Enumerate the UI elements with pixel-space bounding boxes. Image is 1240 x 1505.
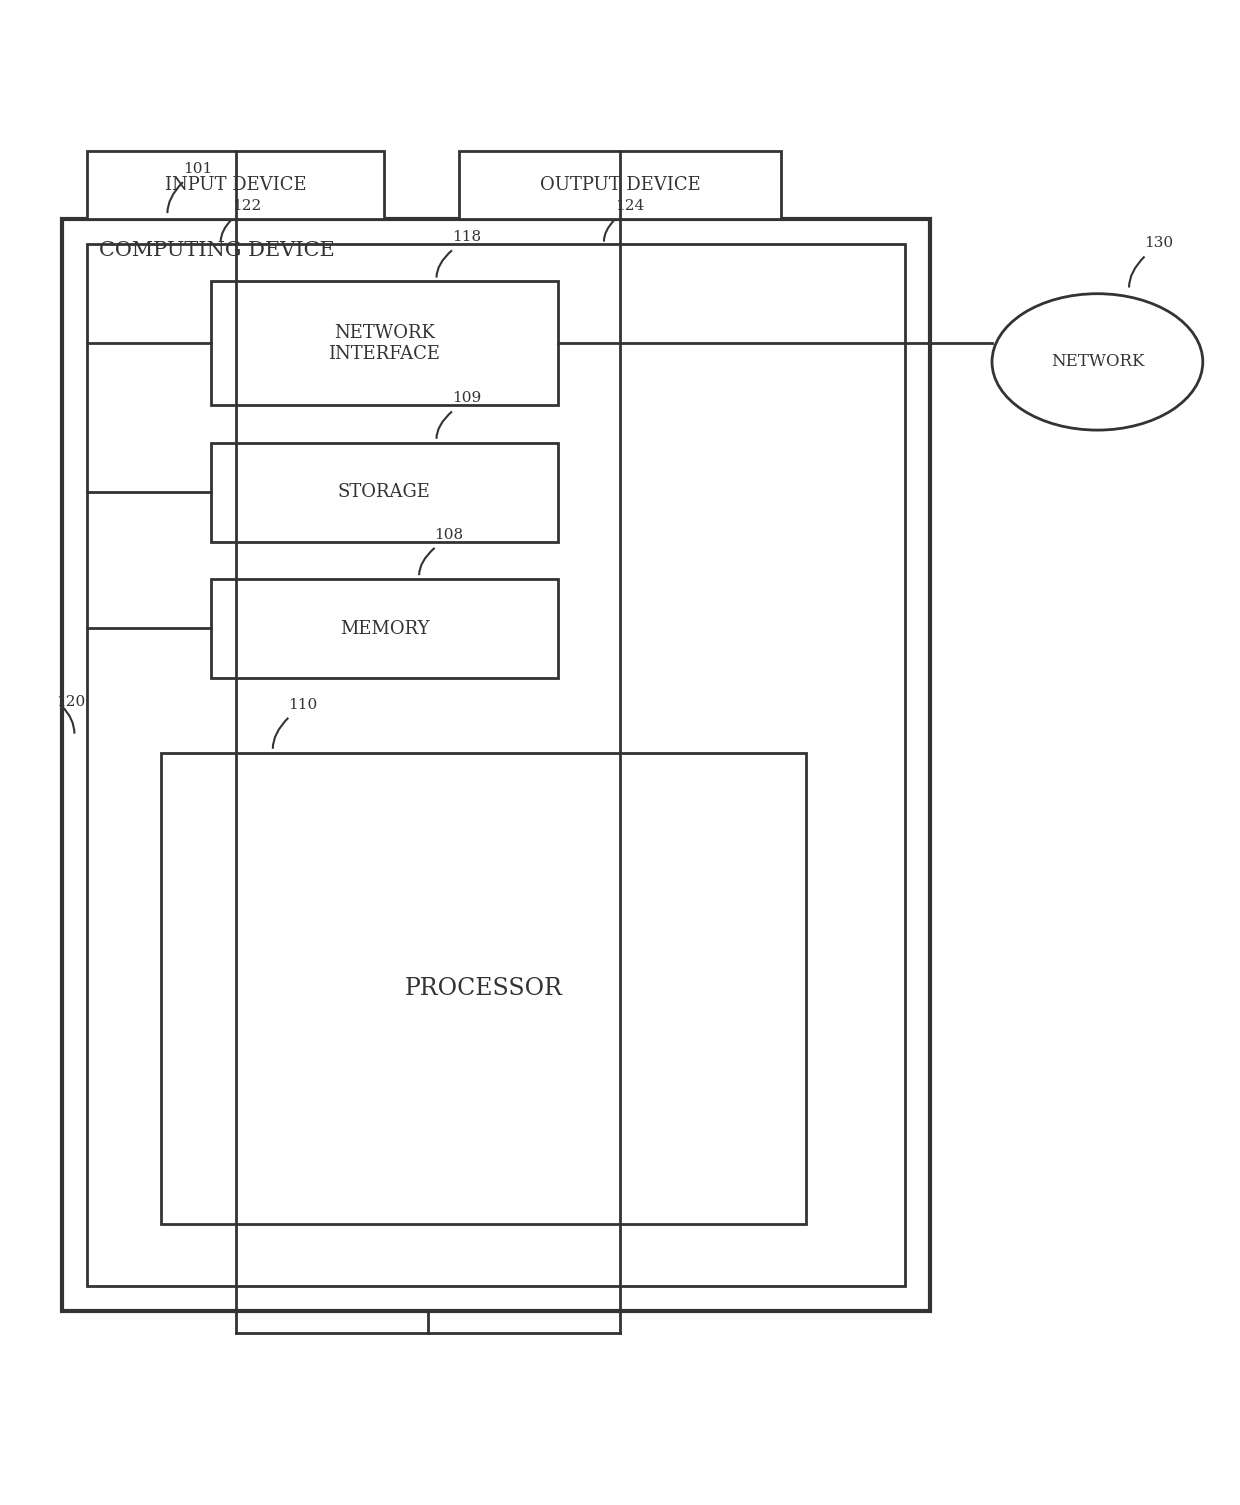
Text: 108: 108 xyxy=(435,528,464,542)
Text: 124: 124 xyxy=(615,199,645,214)
FancyBboxPatch shape xyxy=(459,150,781,220)
Text: 118: 118 xyxy=(453,230,481,244)
Text: 109: 109 xyxy=(453,391,481,405)
FancyBboxPatch shape xyxy=(161,752,806,1224)
Text: 130: 130 xyxy=(1145,236,1173,250)
Text: NETWORK
INTERFACE: NETWORK INTERFACE xyxy=(329,324,440,363)
Text: NETWORK: NETWORK xyxy=(1050,354,1145,370)
Text: OUTPUT DEVICE: OUTPUT DEVICE xyxy=(539,176,701,194)
Text: MEMORY: MEMORY xyxy=(340,620,429,638)
FancyBboxPatch shape xyxy=(211,281,558,405)
Ellipse shape xyxy=(992,293,1203,430)
FancyBboxPatch shape xyxy=(87,244,905,1285)
Text: STORAGE: STORAGE xyxy=(339,483,430,501)
Text: INPUT DEVICE: INPUT DEVICE xyxy=(165,176,306,194)
Text: PROCESSOR: PROCESSOR xyxy=(404,977,563,999)
Text: 120: 120 xyxy=(56,695,86,709)
FancyBboxPatch shape xyxy=(62,220,930,1311)
FancyBboxPatch shape xyxy=(211,442,558,542)
Text: COMPUTING DEVICE: COMPUTING DEVICE xyxy=(99,241,335,260)
FancyBboxPatch shape xyxy=(87,150,384,220)
Text: 122: 122 xyxy=(232,199,262,214)
FancyBboxPatch shape xyxy=(211,579,558,679)
Text: 110: 110 xyxy=(288,698,317,712)
Text: 101: 101 xyxy=(184,163,212,176)
